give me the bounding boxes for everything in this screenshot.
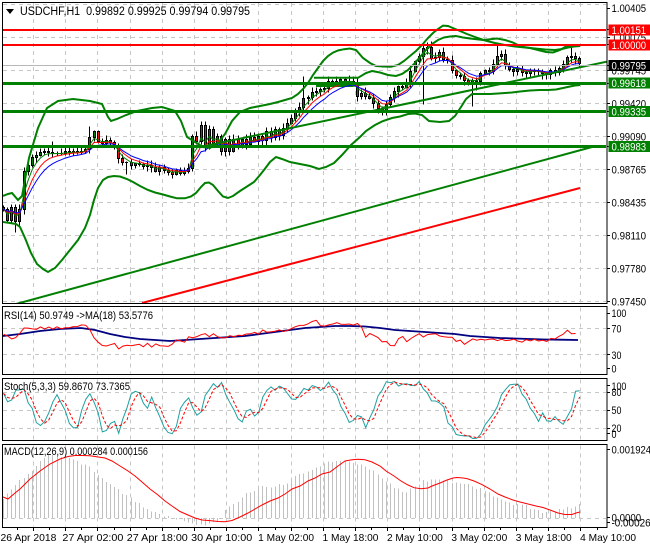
svg-text:Stoch(5,3,3) 59.8670 73.7365: Stoch(5,3,3) 59.8670 73.7365 bbox=[4, 381, 130, 393]
svg-text:RSI(14) 50.9749 ->MA(18) 53.5: RSI(14) 50.9749 ->MA(18) 53.5776 bbox=[4, 310, 153, 322]
svg-text:0.99618: 0.99618 bbox=[612, 78, 647, 90]
svg-text:1 May 18:00: 1 May 18:00 bbox=[323, 532, 379, 544]
svg-text:MACD(12,26,9) 0.000284 0.00015: MACD(12,26,9) 0.000284 0.000156 bbox=[4, 446, 148, 458]
svg-text:0.98765: 0.98765 bbox=[612, 165, 647, 177]
svg-text:1.00000: 1.00000 bbox=[612, 40, 647, 52]
svg-text:4 May 10:00: 4 May 10:00 bbox=[580, 532, 636, 544]
svg-text:0.98110: 0.98110 bbox=[612, 231, 647, 243]
svg-text:-0.000264: -0.000264 bbox=[612, 517, 650, 529]
svg-text:3 May 18:00: 3 May 18:00 bbox=[516, 532, 572, 544]
svg-text:26 Apr 2018: 26 Apr 2018 bbox=[1, 532, 57, 544]
svg-text:0.98983: 0.98983 bbox=[612, 142, 647, 154]
svg-text:30 Apr 10:00: 30 Apr 10:00 bbox=[191, 532, 252, 544]
svg-text:1.00405: 1.00405 bbox=[612, 3, 647, 15]
svg-text:0.0000: 0.0000 bbox=[612, 512, 642, 524]
svg-text:100: 100 bbox=[612, 381, 627, 393]
svg-text:27 Apr 18:00: 27 Apr 18:00 bbox=[127, 532, 188, 544]
svg-text:0.99090: 0.99090 bbox=[612, 132, 647, 144]
svg-text:0: 0 bbox=[612, 364, 617, 376]
svg-text:100: 100 bbox=[612, 308, 627, 320]
svg-text:0.99335: 0.99335 bbox=[612, 106, 647, 118]
svg-text:30: 30 bbox=[612, 350, 622, 362]
svg-text:27 Apr 02:00: 27 Apr 02:00 bbox=[62, 532, 123, 544]
svg-text:0.001924: 0.001924 bbox=[612, 445, 650, 457]
svg-text:0.99795: 0.99795 bbox=[612, 60, 647, 72]
svg-text:1.00151: 1.00151 bbox=[612, 25, 647, 37]
svg-text:3 May 02:00: 3 May 02:00 bbox=[451, 532, 507, 544]
svg-text:0: 0 bbox=[612, 429, 617, 441]
svg-text:0.97780: 0.97780 bbox=[612, 264, 647, 276]
svg-text:0.98435: 0.98435 bbox=[612, 198, 647, 210]
svg-text:0.97450: 0.97450 bbox=[612, 297, 647, 309]
svg-text:80: 80 bbox=[612, 387, 622, 399]
svg-text:50: 50 bbox=[612, 405, 622, 417]
svg-text:1 May 02:00: 1 May 02:00 bbox=[258, 532, 314, 544]
svg-text:2 May 10:00: 2 May 10:00 bbox=[387, 532, 443, 544]
svg-text:20: 20 bbox=[612, 423, 622, 435]
svg-text:USDCHF,H1 0.99892 0.99925 0.9: USDCHF,H1 0.99892 0.99925 0.99794 0.9979… bbox=[20, 6, 250, 18]
svg-text:70: 70 bbox=[612, 324, 622, 336]
